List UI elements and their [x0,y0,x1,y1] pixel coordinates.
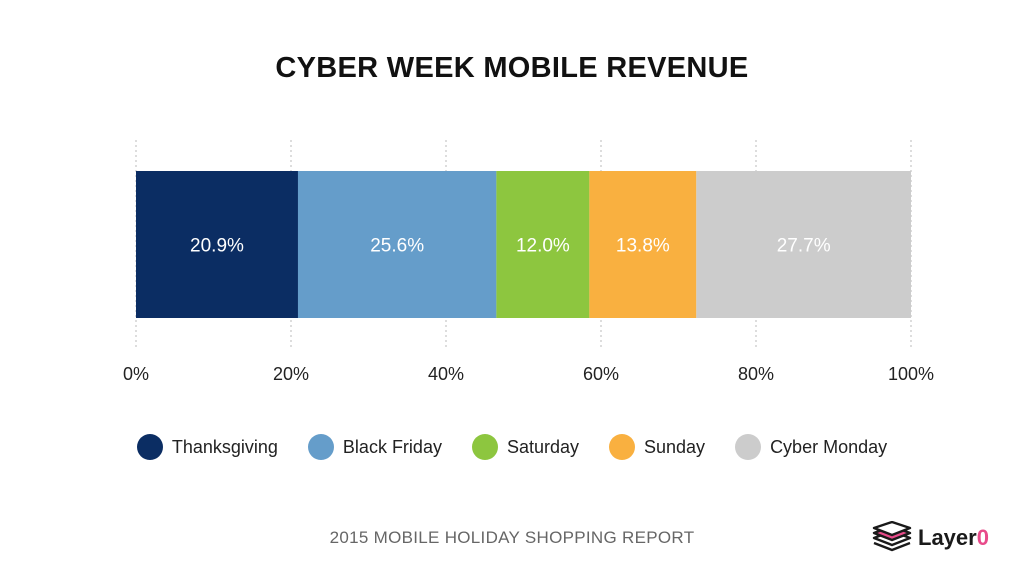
legend-item: Saturday [471,434,579,460]
chart-title: CYBER WEEK MOBILE REVENUE [275,52,749,84]
logo-accent: 0 [976,525,989,550]
data-label: 20.9% [190,236,244,257]
x-tick-label: 0% [123,364,149,384]
x-tick-label: 20% [273,364,309,384]
bar-segment [589,171,697,318]
bar-segment [696,171,911,318]
x-tick-label: 100% [888,364,934,384]
legend-swatch [471,434,498,460]
stacked-bar-chart: 20.9% 25.6% 12.0% 13.8% 27.7% 0% 20% 40% 60% 80%… [123,140,934,384]
legend-label: Saturday [506,436,579,457]
x-tick-label: 60% [583,364,619,384]
legend-swatch [136,434,163,460]
legend-item: Black Friday [307,434,442,460]
data-label: 27.7% [777,236,831,257]
layers-icon [872,521,912,552]
legend-swatch [609,434,635,460]
legend: Thanksgiving Black Friday Saturday Sunda… [0,432,1024,462]
footer-caption: 2015 MOBILE HOLIDAY SHOPPING REPORT [329,528,695,547]
logo-text: Layer [918,525,977,550]
brand-logo: Layer0 [872,521,989,555]
data-label: 25.6% [370,236,424,257]
legend-swatch [307,434,334,460]
legend-item: Sunday [609,434,705,460]
x-tick-label: 80% [738,364,774,384]
bar-segments [136,171,911,318]
legend-item: Cyber Monday [735,434,887,460]
x-axis: 0% 20% 40% 60% 80% 100% [123,364,934,384]
legend-label: Thanksgiving [171,436,278,457]
logo-wordmark: Layer0 [918,525,989,551]
bar-segment [297,171,497,318]
data-label: 12.0% [516,236,570,257]
x-tick-label: 40% [428,364,464,384]
bar-segment [136,171,298,318]
data-labels: 20.9% 25.6% 12.0% 13.8% 27.7% [190,236,831,257]
legend-label: Black Friday [342,436,442,457]
legend-label: Sunday [644,436,706,457]
legend-item: Thanksgiving [136,434,278,460]
legend-label: Cyber Monday [770,436,888,457]
legend-swatch [735,434,762,460]
bar-segment [496,171,590,318]
data-label: 13.8% [616,236,670,257]
